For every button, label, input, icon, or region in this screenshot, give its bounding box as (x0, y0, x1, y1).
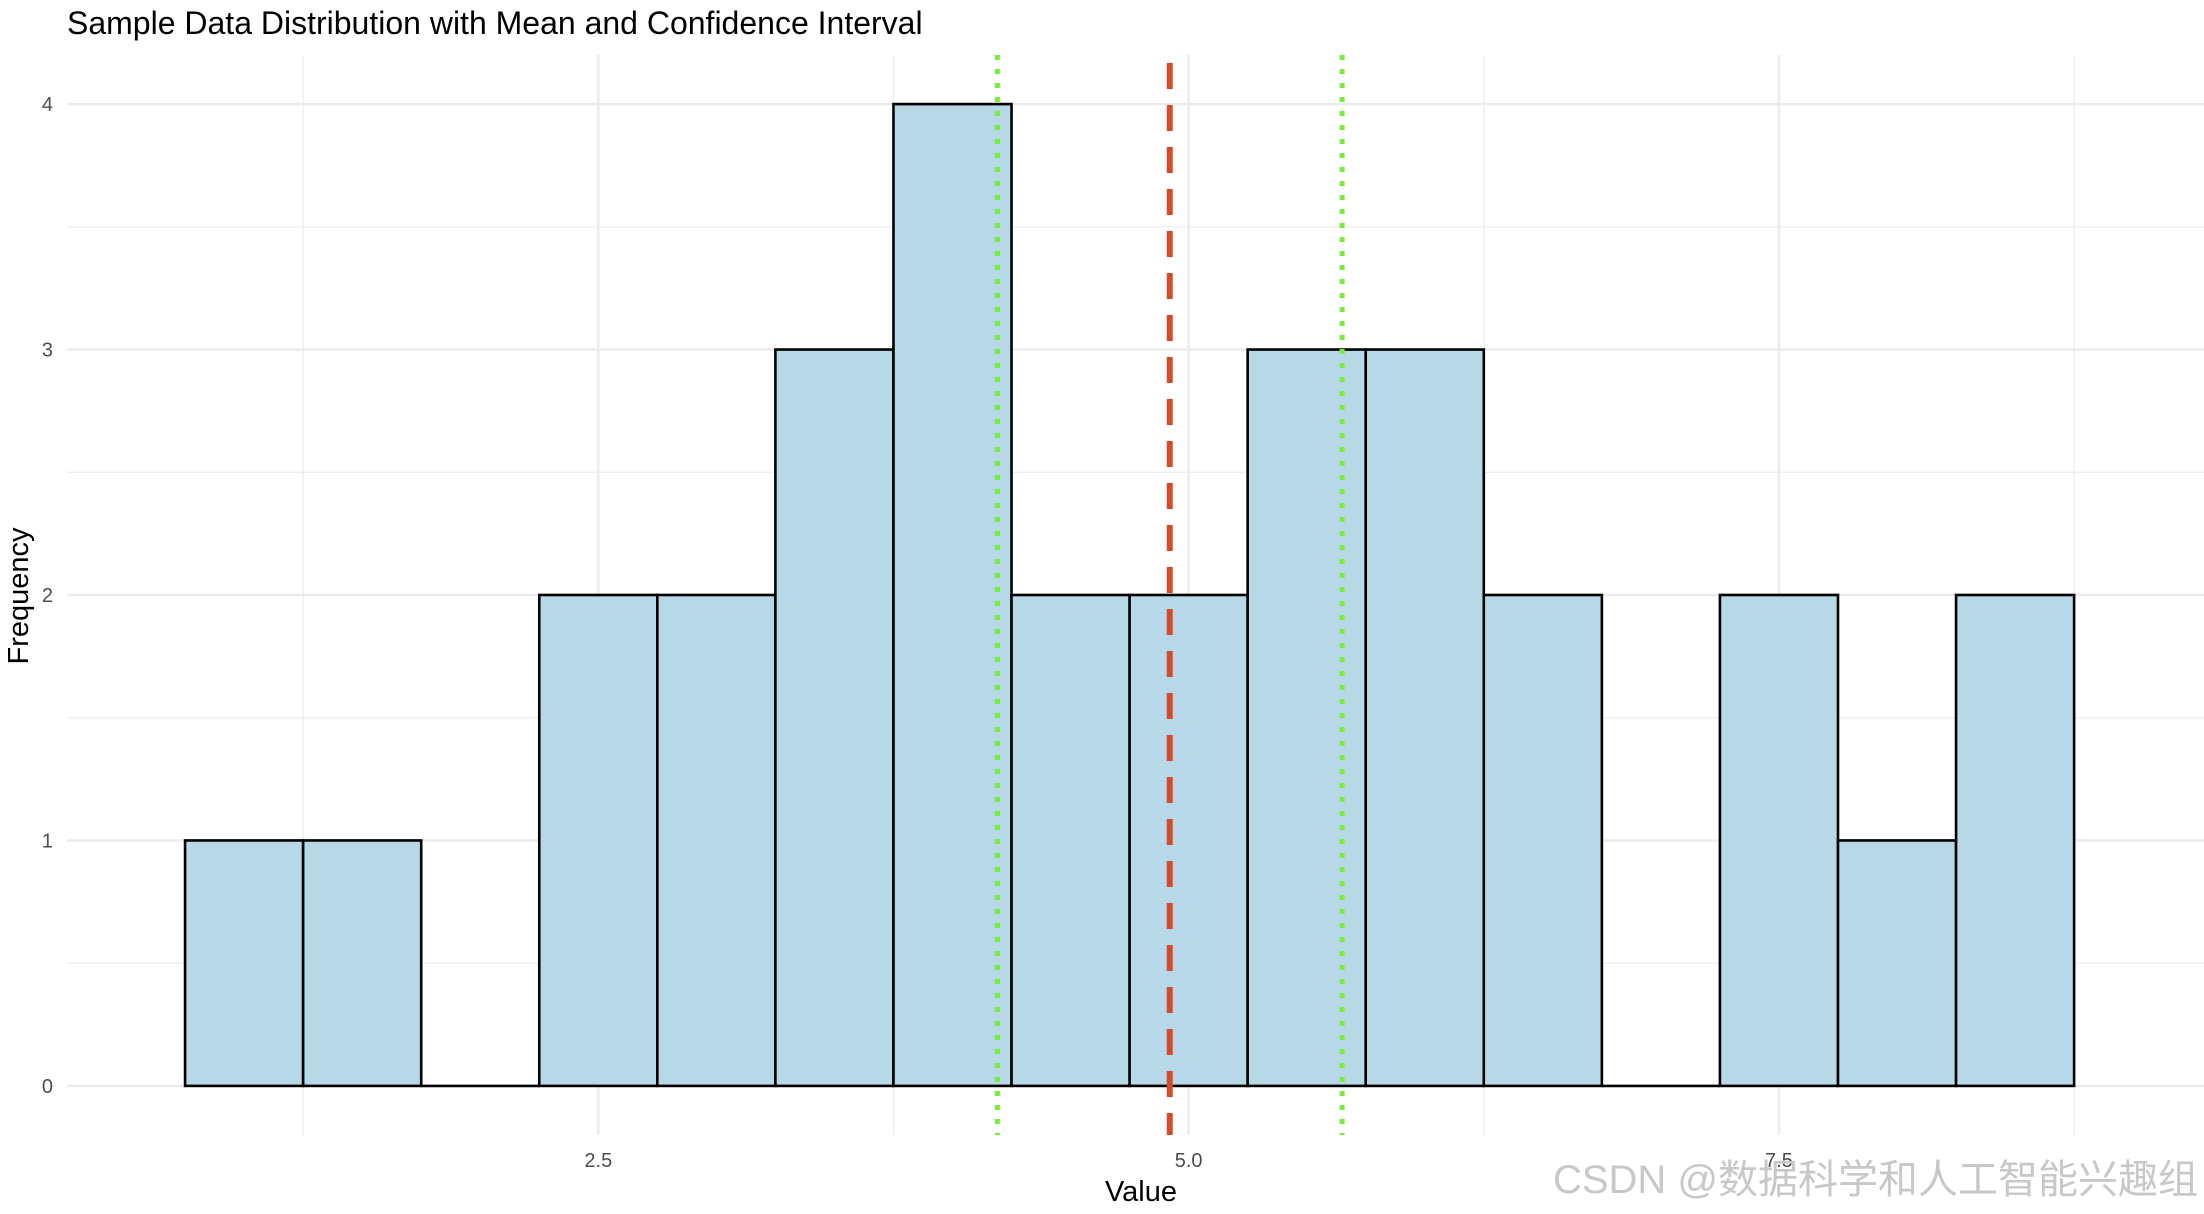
y-tick-label: 1 (42, 830, 53, 852)
watermark-text: CSDN @数据科学和人工智能兴趣组 (1553, 1158, 2198, 1202)
x-tick-label: 7.5 (1765, 1150, 1793, 1172)
histogram-bar (301, 839, 423, 1088)
histogram-bar (1836, 839, 1958, 1088)
histogram-bar (1718, 593, 1840, 1088)
y-tick-label: 0 (42, 1076, 53, 1098)
histogram-bar (774, 348, 895, 1088)
y-tick-label: 3 (42, 340, 53, 362)
histogram-bar (1482, 593, 1604, 1088)
histogram-bar (1246, 348, 1368, 1088)
histogram-bar (1954, 593, 2076, 1088)
histogram-bar (1128, 593, 1249, 1088)
x-axis-label: Value (1105, 1176, 1177, 1208)
histogram-bar (1364, 348, 1486, 1088)
x-tick-label: 5.0 (1175, 1150, 1203, 1172)
histogram-bars (183, 102, 2076, 1088)
x-tick-label: 2.5 (584, 1150, 612, 1172)
histogram-bar (892, 102, 1013, 1088)
histogram-bar (1010, 593, 1131, 1088)
tick-labels: 2.5 5.0 7.5 0 1 2 3 4 (42, 94, 1793, 1172)
histogram-bar (537, 593, 659, 1088)
histogram-bar (656, 593, 777, 1088)
y-tick-label: 4 (42, 94, 53, 116)
y-tick-label: 2 (42, 585, 53, 607)
reference-lines (994, 55, 1345, 1135)
histogram-bar (183, 839, 305, 1088)
y-axis-label: Frequency (3, 527, 35, 665)
chart-title: Sample Data Distribution with Mean and C… (67, 5, 923, 41)
